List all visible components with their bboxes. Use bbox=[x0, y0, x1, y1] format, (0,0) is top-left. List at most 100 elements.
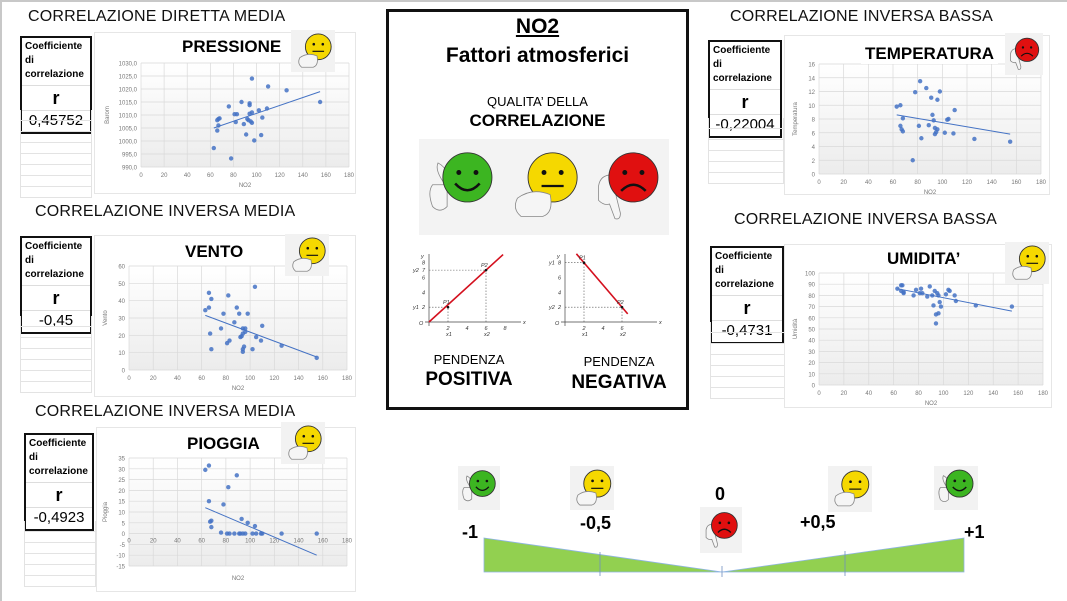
point-label: P1 bbox=[579, 256, 586, 262]
data-point bbox=[936, 293, 941, 298]
origin-label: O bbox=[555, 321, 560, 327]
y-tick-label: 10 bbox=[118, 511, 125, 517]
y-tick: 8 bbox=[422, 261, 426, 267]
y-tick-label: 60 bbox=[808, 316, 815, 322]
face-circle bbox=[608, 152, 659, 203]
x-axis-label: NO2 bbox=[924, 190, 937, 196]
y-tick: 2 bbox=[557, 305, 561, 311]
face-eye bbox=[312, 42, 316, 46]
x-tick: 6 bbox=[621, 326, 625, 332]
pointing-hand bbox=[576, 491, 597, 506]
data-point bbox=[900, 129, 906, 134]
data-point bbox=[936, 311, 941, 316]
legend-subtitle: Fattori atmosferici bbox=[445, 44, 630, 67]
y-axis-label: Umidità bbox=[793, 318, 799, 339]
face-mouth-smile bbox=[454, 182, 481, 192]
spreadsheet-rows bbox=[708, 118, 784, 184]
pointing-hand bbox=[834, 491, 855, 507]
data-point bbox=[279, 531, 284, 536]
face-mouth-frown bbox=[620, 183, 647, 192]
slope-negative-value: NEGATIVA bbox=[571, 372, 667, 393]
x-tick-label: 20 bbox=[150, 539, 157, 545]
face-circle bbox=[442, 152, 493, 203]
data-point bbox=[898, 123, 903, 129]
data-point bbox=[972, 136, 977, 142]
x-tick-label: 40 bbox=[174, 376, 181, 382]
data-point bbox=[938, 304, 944, 309]
y-tick-label: 995,0 bbox=[122, 153, 138, 159]
section-title-umidita: CORRELAZIONE INVERSA BASSA bbox=[734, 211, 998, 228]
face-eye bbox=[1029, 46, 1033, 49]
data-point bbox=[910, 158, 915, 163]
face-eye bbox=[591, 479, 594, 483]
coef-box-temperatura: Coefficiente di correlazione r -0,22004 bbox=[708, 40, 782, 138]
point-label: P2 bbox=[617, 300, 624, 306]
data-point bbox=[284, 88, 289, 93]
axis-x-label: x bbox=[658, 320, 662, 326]
data-point bbox=[206, 463, 212, 468]
y-axis-label: Barom bbox=[105, 106, 111, 124]
slope-line bbox=[575, 253, 629, 315]
section-title-vento: CORRELAZIONE INVERSA MEDIA bbox=[35, 203, 296, 220]
thumbs-down-hand bbox=[1010, 48, 1022, 70]
scale-label-plus-half: +0,5 bbox=[800, 512, 836, 532]
face-eye bbox=[858, 480, 862, 484]
x-tick-label: 180 bbox=[1036, 180, 1047, 186]
x-tick-label: 140 bbox=[294, 376, 305, 382]
data-point bbox=[900, 116, 906, 121]
data-point bbox=[216, 123, 221, 128]
data-point bbox=[243, 326, 248, 331]
y-tick-label: 20 bbox=[808, 361, 815, 367]
data-point bbox=[209, 296, 214, 302]
x-tick-label: 100 bbox=[245, 539, 256, 545]
face-circle bbox=[841, 470, 870, 499]
x-tick-label: 160 bbox=[318, 539, 329, 545]
data-point bbox=[933, 321, 939, 326]
x-tick-label: 160 bbox=[1011, 180, 1022, 186]
data-point bbox=[249, 110, 255, 115]
data-point bbox=[250, 347, 255, 352]
coef-box-umidita: Coefficiente di correlazione r -0,4731 bbox=[710, 246, 784, 344]
x-tick: 4 bbox=[466, 326, 469, 332]
coef-value: -0,4923 bbox=[33, 509, 85, 526]
thumbs-down-hand bbox=[705, 523, 718, 548]
y-tick: 4 bbox=[422, 290, 425, 296]
axis-x-label: x bbox=[522, 320, 526, 326]
data-point bbox=[265, 84, 271, 89]
pointing-hand bbox=[514, 191, 552, 217]
face-circle bbox=[1014, 37, 1040, 62]
y-tick: 6 bbox=[422, 276, 426, 282]
x-tick-label: 80 bbox=[223, 376, 230, 382]
x-axis-label: NO2 bbox=[925, 401, 938, 407]
face-mouth-smile bbox=[475, 486, 490, 492]
face-eye bbox=[456, 170, 462, 175]
y-tick-label: 50 bbox=[808, 328, 815, 334]
y-tick-label: 10 bbox=[118, 351, 125, 357]
data-point bbox=[241, 121, 247, 127]
trendline bbox=[896, 114, 1011, 135]
data-point bbox=[209, 518, 214, 523]
x-tick-label: 60 bbox=[890, 180, 897, 186]
spreadsheet-rows bbox=[24, 521, 96, 587]
scale-face-minus-1 bbox=[458, 466, 500, 510]
scale-label-minus-1: -1 bbox=[462, 522, 479, 542]
chart-title: VENTO bbox=[181, 242, 248, 262]
y2-label: y2 bbox=[548, 305, 555, 311]
face-eye bbox=[473, 170, 479, 175]
x-tick-label: 80 bbox=[223, 539, 230, 545]
y-tick-label: 1030,0 bbox=[119, 62, 138, 68]
x-tick-label: 140 bbox=[987, 180, 998, 186]
x-tick: 2 bbox=[446, 326, 450, 332]
data-point bbox=[252, 138, 257, 143]
origin-label: O bbox=[419, 321, 424, 327]
x-tick: 6 bbox=[485, 326, 489, 332]
data-point bbox=[253, 531, 259, 536]
x-tick-label: 140 bbox=[294, 539, 305, 545]
y-tick-label: 60 bbox=[118, 265, 125, 271]
pointing-hand bbox=[288, 445, 308, 460]
x-tick-label: 40 bbox=[174, 539, 181, 545]
y-tick-label: -5 bbox=[120, 543, 126, 549]
